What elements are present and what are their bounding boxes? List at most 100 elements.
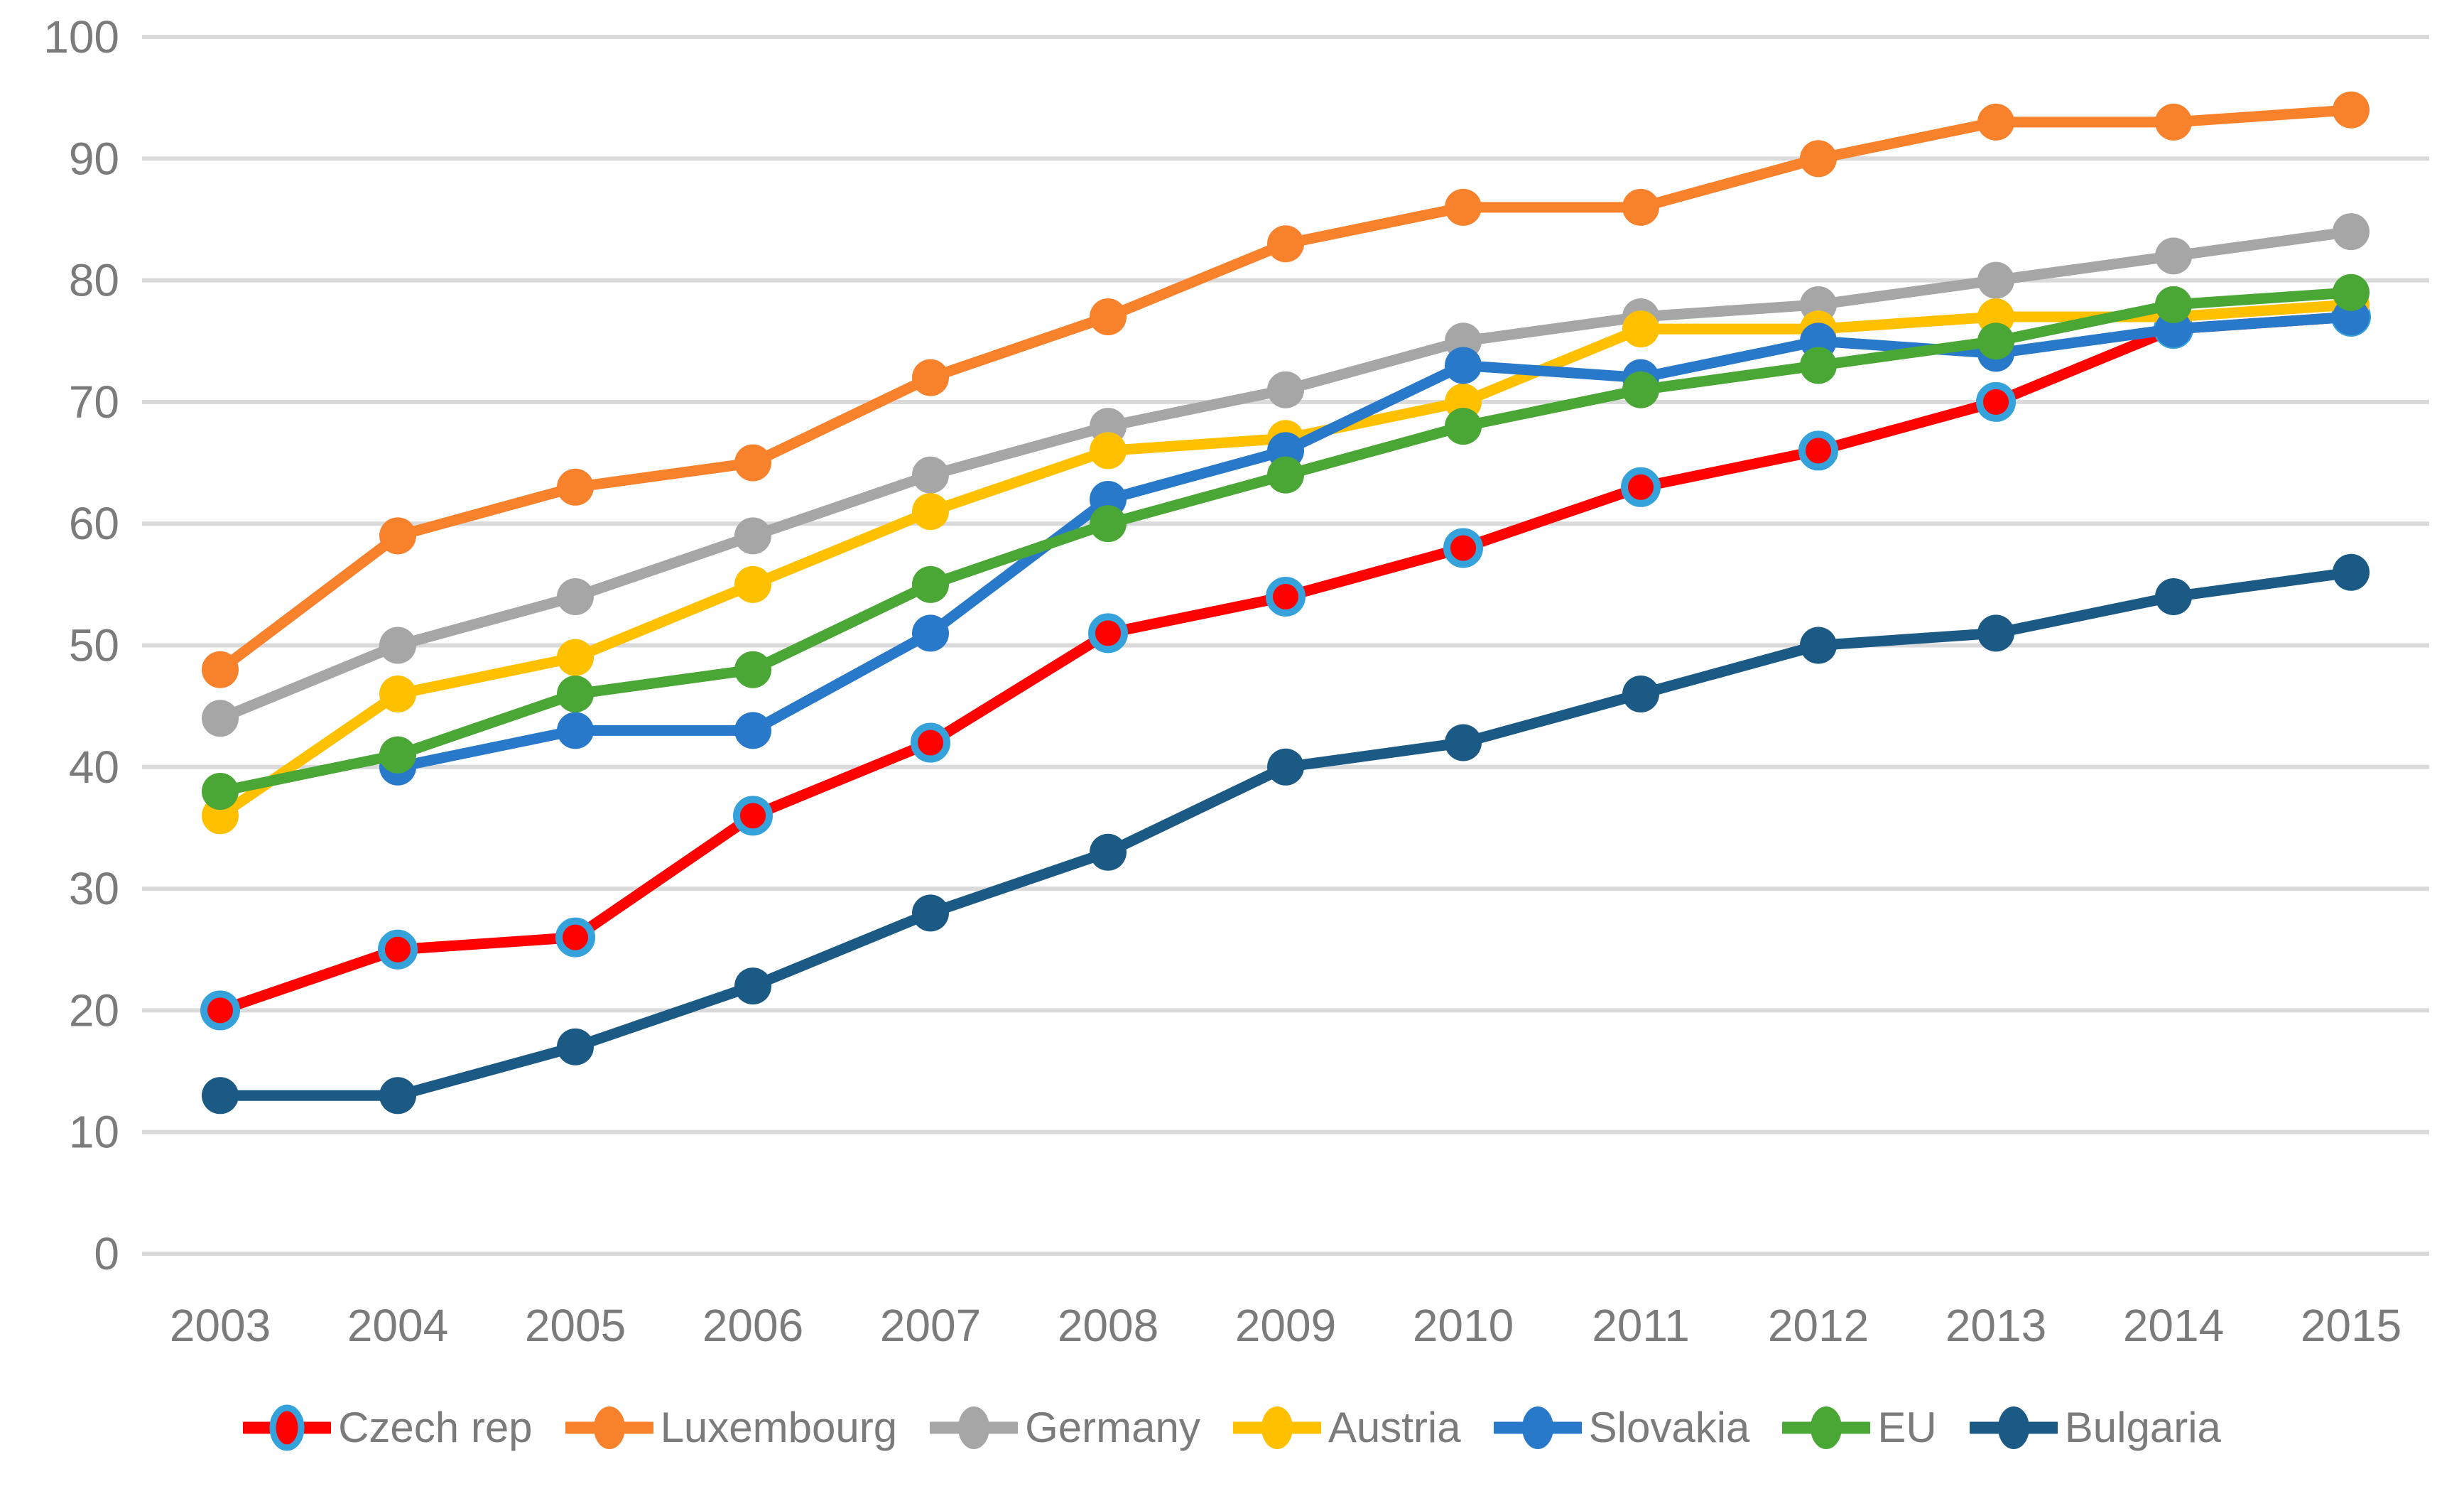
- series-eu: [202, 273, 2370, 810]
- x-axis-tick-label: 2006: [702, 1300, 803, 1351]
- data-point-bulgaria-2010: [1445, 724, 1482, 761]
- data-point-czech-rep-2009: [1266, 576, 1306, 617]
- data-point-bulgaria-2004: [379, 1077, 416, 1115]
- series-czech-rep: [200, 296, 2371, 1031]
- data-point-luxembourg-2012: [1800, 140, 1837, 178]
- data-point-bulgaria-2013: [1977, 614, 2014, 652]
- data-point-germany-2015: [2333, 213, 2370, 251]
- data-point-czech-rep-2010: [1443, 528, 1483, 568]
- legend-swatch-germany: [930, 1406, 1019, 1449]
- series-line-slovakia: [392, 311, 2357, 773]
- legend-label-bulgaria: Bulgaria: [2064, 1404, 2221, 1451]
- legend-marker: [269, 1404, 305, 1451]
- series-luxembourg: [202, 91, 2370, 688]
- legend-marker: [1997, 1406, 2029, 1449]
- data-point-luxembourg-2010: [1445, 188, 1482, 226]
- x-axis-tick-label: 2013: [1945, 1300, 2046, 1351]
- y-axis-tick-label: 20: [69, 985, 119, 1036]
- data-point-germany-2006: [734, 517, 771, 555]
- data-point-eu-2006: [734, 651, 771, 688]
- y-axis-tick-label: 90: [69, 133, 119, 184]
- legend-label-austria: Austria: [1328, 1404, 1461, 1451]
- data-point-luxembourg-2006: [734, 444, 771, 482]
- data-point-czech-rep-2005: [555, 917, 595, 958]
- data-point-luxembourg-2009: [1267, 225, 1304, 263]
- data-point-luxembourg-2011: [1622, 188, 1659, 226]
- series-line-eu: [215, 287, 2357, 797]
- data-point-luxembourg-2015: [2333, 91, 2370, 129]
- data-point-luxembourg-2008: [1090, 298, 1127, 335]
- x-axis-tick-label: 2003: [170, 1300, 271, 1351]
- data-point-czech-rep-2012: [1798, 430, 1838, 471]
- data-point-slovakia-2005: [557, 712, 594, 749]
- data-point-germany-2003: [202, 700, 239, 737]
- legend-item-germany: Germany: [930, 1400, 1200, 1455]
- data-point-luxembourg-2013: [1977, 103, 2014, 141]
- x-axis-tick-label: 2012: [1768, 1300, 1869, 1351]
- legend: Czech rep Luxembourg Germany Austria Slovaki…: [0, 1364, 2464, 1491]
- legend-item-eu: EU: [1782, 1400, 1937, 1455]
- data-point-germany-2005: [557, 578, 594, 615]
- x-axis-tick-label: 2007: [880, 1300, 981, 1351]
- y-axis-tick-label: 60: [69, 498, 119, 549]
- data-point-luxembourg-2005: [557, 468, 594, 506]
- data-point-eu-2007: [912, 565, 949, 603]
- x-axis-tick-label: 2010: [1413, 1300, 1514, 1351]
- data-point-eu-2011: [1622, 371, 1659, 408]
- series-bulgaria: [202, 553, 2370, 1115]
- x-axis-tick-labels: 2003 2004 2005 2006 2007 2008 2009 2010 2011 2012…: [170, 1300, 2401, 1351]
- data-point-bulgaria-2015: [2333, 553, 2370, 591]
- data-point-austria-2008: [1090, 432, 1127, 470]
- data-point-slovakia-2006: [734, 712, 771, 749]
- data-point-luxembourg-2004: [379, 517, 416, 555]
- data-point-germany-2013: [1977, 261, 2014, 299]
- y-axis-tick-label: 10: [69, 1107, 119, 1158]
- data-point-germany-2009: [1267, 371, 1304, 408]
- data-point-slovakia-2010: [1445, 347, 1482, 384]
- legend-item-slovakia: Slovakia: [1493, 1400, 1750, 1455]
- data-point-eu-2005: [557, 676, 594, 713]
- data-point-eu-2009: [1267, 456, 1304, 494]
- legend-swatch-austria: [1232, 1406, 1321, 1449]
- x-axis-tick-label: 2014: [2123, 1300, 2224, 1351]
- y-axis-tick-label: 50: [69, 620, 119, 671]
- data-point-bulgaria-2014: [2155, 578, 2192, 615]
- data-point-bulgaria-2005: [557, 1028, 594, 1066]
- data-point-eu-2012: [1800, 347, 1837, 384]
- y-axis-tick-label: 80: [69, 255, 119, 306]
- legend-marker: [1521, 1406, 1553, 1449]
- y-axis-tick-label: 0: [94, 1228, 119, 1279]
- data-point-eu-2004: [379, 736, 416, 774]
- data-point-germany-2014: [2155, 237, 2192, 275]
- x-axis-tick-label: 2011: [1592, 1300, 1690, 1351]
- data-point-czech-rep-2011: [1621, 467, 1661, 507]
- data-point-czech-rep-2006: [733, 796, 773, 836]
- legend-label-germany: Germany: [1025, 1404, 1200, 1451]
- data-point-bulgaria-2008: [1090, 833, 1127, 871]
- data-point-luxembourg-2003: [202, 651, 239, 688]
- data-point-eu-2014: [2155, 286, 2192, 323]
- y-axis-tick-label: 100: [43, 11, 119, 63]
- data-point-bulgaria-2012: [1800, 627, 1837, 664]
- data-point-czech-rep-2013: [1976, 381, 2016, 422]
- data-point-czech-rep-2003: [200, 990, 240, 1031]
- series-line-bulgaria: [215, 567, 2357, 1101]
- legend-label-slovakia: Slovakia: [1588, 1404, 1750, 1451]
- legend-marker: [958, 1406, 990, 1449]
- data-point-austria-2004: [379, 676, 416, 713]
- data-point-bulgaria-2009: [1267, 748, 1304, 786]
- data-point-luxembourg-2007: [912, 359, 949, 396]
- x-axis-tick-label: 2008: [1058, 1300, 1158, 1351]
- data-point-eu-2003: [202, 773, 239, 810]
- series-slovakia: [379, 298, 2370, 786]
- legend-marker: [1261, 1406, 1293, 1449]
- legend-swatch-slovakia: [1493, 1406, 1582, 1449]
- y-axis-tick-label: 40: [69, 742, 119, 793]
- data-point-eu-2013: [1977, 322, 2014, 360]
- data-point-bulgaria-2003: [202, 1077, 239, 1115]
- data-point-austria-2006: [734, 565, 771, 603]
- legend-item-czech-rep: Czech rep: [243, 1400, 533, 1455]
- legend-item-bulgaria: Bulgaria: [1969, 1400, 2221, 1455]
